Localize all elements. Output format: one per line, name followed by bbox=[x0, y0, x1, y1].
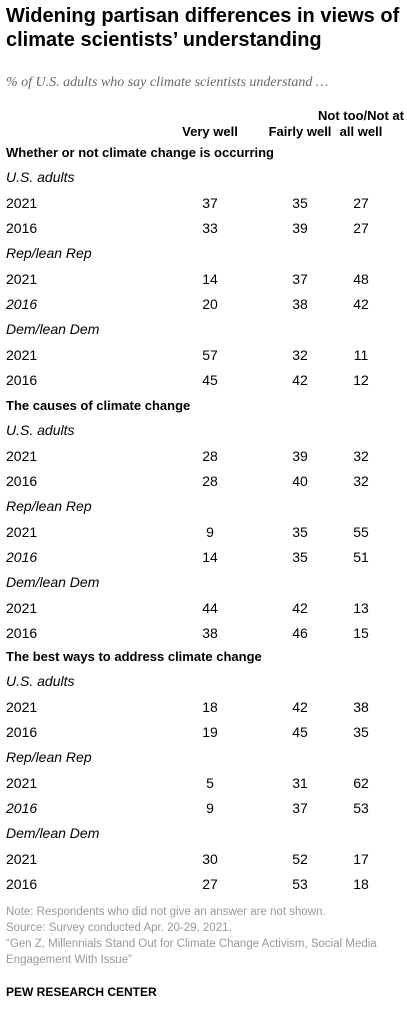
value-cell: 39 bbox=[292, 220, 308, 236]
row-year-label: 2016 bbox=[6, 876, 38, 892]
row-year-label: 2021 bbox=[6, 851, 38, 867]
value-cell: 32 bbox=[353, 473, 369, 489]
value-cell: 51 bbox=[353, 549, 369, 565]
value-cell: 28 bbox=[202, 473, 218, 489]
value-cell: 40 bbox=[292, 473, 308, 489]
value-cell: 46 bbox=[292, 625, 308, 641]
value-cell: 27 bbox=[202, 876, 218, 892]
value-cell: 30 bbox=[202, 851, 218, 867]
value-cell: 18 bbox=[202, 699, 218, 715]
row-year-label: 2021 bbox=[6, 347, 38, 363]
value-cell: 37 bbox=[292, 271, 308, 287]
value-cell: 5 bbox=[206, 775, 214, 791]
section-title: The best ways to address climate change bbox=[6, 649, 262, 664]
section-title: The causes of climate change bbox=[6, 398, 191, 413]
value-cell: 45 bbox=[292, 724, 308, 740]
value-cell: 35 bbox=[292, 549, 308, 565]
note-text: Note: Respondents who did not give an an… bbox=[6, 906, 326, 918]
value-cell: 9 bbox=[206, 800, 214, 816]
value-cell: 42 bbox=[292, 372, 308, 388]
value-cell: 45 bbox=[202, 372, 218, 388]
group-label: U.S. adults bbox=[6, 673, 75, 689]
row-year-label: 2016 bbox=[6, 800, 38, 816]
row-year-label: 2021 bbox=[6, 524, 38, 540]
row-year-label: 2016 bbox=[6, 473, 38, 489]
value-cell: 33 bbox=[202, 220, 218, 236]
value-cell: 35 bbox=[292, 524, 308, 540]
value-cell: 42 bbox=[353, 296, 369, 312]
value-cell: 27 bbox=[353, 195, 369, 211]
row-year-label: 2016 bbox=[6, 549, 38, 565]
value-cell: 13 bbox=[353, 600, 369, 616]
value-cell: 35 bbox=[292, 195, 308, 211]
row-year-label: 2021 bbox=[6, 271, 38, 287]
row-year-label: 2021 bbox=[6, 195, 38, 211]
value-cell: 20 bbox=[202, 296, 218, 312]
group-label: Dem/lean Dem bbox=[6, 321, 100, 337]
value-cell: 38 bbox=[292, 296, 308, 312]
value-cell: 14 bbox=[202, 549, 218, 565]
chart-subtitle: % of U.S. adults who say climate scienti… bbox=[6, 75, 329, 90]
value-cell: 11 bbox=[353, 347, 369, 363]
brand-label: PEW RESEARCH CENTER bbox=[6, 985, 157, 999]
row-year-label: 2021 bbox=[6, 600, 38, 616]
value-cell: 62 bbox=[353, 775, 369, 791]
group-label: U.S. adults bbox=[6, 169, 75, 185]
column-header-very-well: Very well bbox=[182, 124, 238, 139]
value-cell: 37 bbox=[202, 195, 218, 211]
value-cell: 42 bbox=[292, 699, 308, 715]
section-title: Whether or not climate change is occurri… bbox=[6, 145, 274, 160]
value-cell: 27 bbox=[353, 220, 369, 236]
group-label: Dem/lean Dem bbox=[6, 574, 100, 590]
value-cell: 31 bbox=[292, 775, 308, 791]
row-year-label: 2021 bbox=[6, 775, 38, 791]
value-cell: 55 bbox=[353, 524, 369, 540]
value-cell: 32 bbox=[292, 347, 308, 363]
row-year-label: 2021 bbox=[6, 699, 38, 715]
row-year-label: 2016 bbox=[6, 625, 38, 641]
row-year-label: 2016 bbox=[6, 220, 38, 236]
value-cell: 37 bbox=[292, 800, 308, 816]
source-text: Source: Survey conducted Apr. 20-29, 202… bbox=[6, 922, 232, 934]
value-cell: 53 bbox=[292, 876, 308, 892]
group-label: Rep/lean Rep bbox=[6, 749, 92, 765]
group-label: Rep/lean Rep bbox=[6, 245, 92, 261]
value-cell: 35 bbox=[353, 724, 369, 740]
group-label: Dem/lean Dem bbox=[6, 825, 100, 841]
value-cell: 14 bbox=[202, 271, 218, 287]
value-cell: 57 bbox=[202, 347, 218, 363]
value-cell: 44 bbox=[202, 600, 218, 616]
chart-title: Widening partisan differences in views o… bbox=[6, 5, 400, 51]
value-cell: 12 bbox=[353, 372, 369, 388]
group-label: Rep/lean Rep bbox=[6, 498, 92, 514]
value-cell: 39 bbox=[292, 448, 308, 464]
value-cell: 48 bbox=[353, 271, 369, 287]
value-cell: 38 bbox=[202, 625, 218, 641]
value-cell: 38 bbox=[353, 699, 369, 715]
group-label: U.S. adults bbox=[6, 422, 75, 438]
value-cell: 28 bbox=[202, 448, 218, 464]
row-year-label: 2016 bbox=[6, 724, 38, 740]
value-cell: 19 bbox=[202, 724, 218, 740]
value-cell: 15 bbox=[353, 625, 369, 641]
column-header-fairly-well: Fairly well bbox=[268, 124, 332, 139]
value-cell: 9 bbox=[206, 524, 214, 540]
value-cell: 52 bbox=[292, 851, 308, 867]
row-year-label: 2021 bbox=[6, 448, 38, 464]
report-title-text: “Gen Z, Millennials Stand Out for Climat… bbox=[6, 938, 377, 966]
value-cell: 18 bbox=[353, 876, 369, 892]
value-cell: 32 bbox=[353, 448, 369, 464]
value-cell: 53 bbox=[353, 800, 369, 816]
row-year-label: 2016 bbox=[6, 372, 38, 388]
row-year-label: 2016 bbox=[6, 296, 38, 312]
value-cell: 42 bbox=[292, 600, 308, 616]
value-cell: 17 bbox=[353, 851, 369, 867]
column-header-not-too-well: Not too/Not at all well bbox=[318, 108, 404, 139]
